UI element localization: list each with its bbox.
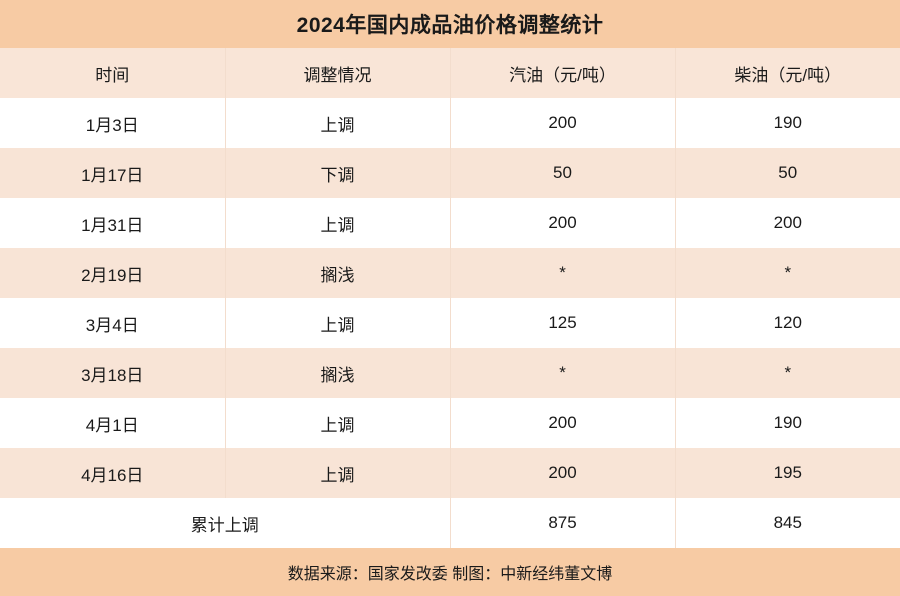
data-table-container: 时间 调整情况 汽油（元/吨） 柴油（元/吨） 1月3日 上调 200 190 … xyxy=(0,48,900,548)
cell-diesel: 200 xyxy=(773,213,802,232)
cell-adjust: 搁浅 xyxy=(225,348,451,398)
footer-band: 数据来源：国家发改委 制图：中新经纬董文博 xyxy=(0,548,900,596)
cell-time: 1月17日 xyxy=(0,148,226,198)
total-diesel: 845 xyxy=(773,513,802,532)
cell-diesel: * xyxy=(784,263,792,282)
page-title: 2024年国内成品油价格调整统计 xyxy=(296,14,604,37)
cell-adjust: 上调 xyxy=(225,398,451,448)
table-total-row: 累计上调 875 845 xyxy=(0,498,900,548)
cell-adjust: 下调 xyxy=(225,148,451,198)
cell-time: 2月19日 xyxy=(0,248,226,298)
total-label: 累计上调 xyxy=(0,498,451,548)
table-row: 1月3日 上调 200 190 xyxy=(0,98,900,148)
cell-adjust: 上调 xyxy=(225,448,451,498)
cell-diesel: * xyxy=(784,363,792,382)
table-row: 2月19日 搁浅 * * xyxy=(0,248,900,298)
column-header-time: 时间 xyxy=(0,48,226,98)
table-row: 3月18日 搁浅 * * xyxy=(0,348,900,398)
cell-adjust: 上调 xyxy=(225,198,451,248)
table-row: 1月17日 下调 50 50 xyxy=(0,148,900,198)
source-credit-text: 数据来源：国家发改委 制图：中新经纬董文博 xyxy=(287,566,613,583)
cell-gasoline: 200 xyxy=(450,398,676,448)
cell-time: 4月16日 xyxy=(0,448,226,498)
cell-diesel: 190 xyxy=(773,413,802,432)
cell-adjust: 上调 xyxy=(225,298,451,348)
cell-diesel: 190 xyxy=(773,113,802,132)
cell-adjust: 搁浅 xyxy=(225,248,451,298)
cell-diesel: 195 xyxy=(773,463,802,482)
cell-gasoline: 125 xyxy=(450,298,676,348)
table-row: 3月4日 上调 125 120 xyxy=(0,298,900,348)
header-row: 时间 调整情况 汽油（元/吨） 柴油（元/吨） xyxy=(0,48,900,98)
table-body: 1月3日 上调 200 190 1月17日 下调 50 50 1月31日 上调 … xyxy=(0,98,900,548)
column-header-gasoline: 汽油（元/吨） xyxy=(450,48,676,98)
table-row: 1月31日 上调 200 200 xyxy=(0,198,900,248)
cell-time: 4月1日 xyxy=(0,398,226,448)
cell-time: 1月3日 xyxy=(0,98,226,148)
cell-diesel: 50 xyxy=(778,163,798,182)
price-adjustment-table: 时间 调整情况 汽油（元/吨） 柴油（元/吨） 1月3日 上调 200 190 … xyxy=(0,48,900,548)
cell-adjust: 上调 xyxy=(225,98,451,148)
cell-gasoline: 200 xyxy=(450,98,676,148)
cell-gasoline: 50 xyxy=(450,148,676,198)
table-row: 4月1日 上调 200 190 xyxy=(0,398,900,448)
cell-time: 3月4日 xyxy=(0,298,226,348)
cell-gasoline: 200 xyxy=(450,198,676,248)
column-header-diesel: 柴油（元/吨） xyxy=(734,65,842,85)
table-header: 时间 调整情况 汽油（元/吨） 柴油（元/吨） xyxy=(0,48,900,98)
title-band: 2024年国内成品油价格调整统计 xyxy=(0,0,900,48)
cell-diesel: 120 xyxy=(773,313,802,332)
cell-gasoline: * xyxy=(450,248,676,298)
column-header-adjust: 调整情况 xyxy=(225,48,451,98)
cell-gasoline: 200 xyxy=(450,448,676,498)
cell-time: 1月31日 xyxy=(0,198,226,248)
cell-gasoline: * xyxy=(450,348,676,398)
table-row: 4月16日 上调 200 195 xyxy=(0,448,900,498)
total-gasoline: 875 xyxy=(450,498,676,548)
cell-time: 3月18日 xyxy=(0,348,226,398)
